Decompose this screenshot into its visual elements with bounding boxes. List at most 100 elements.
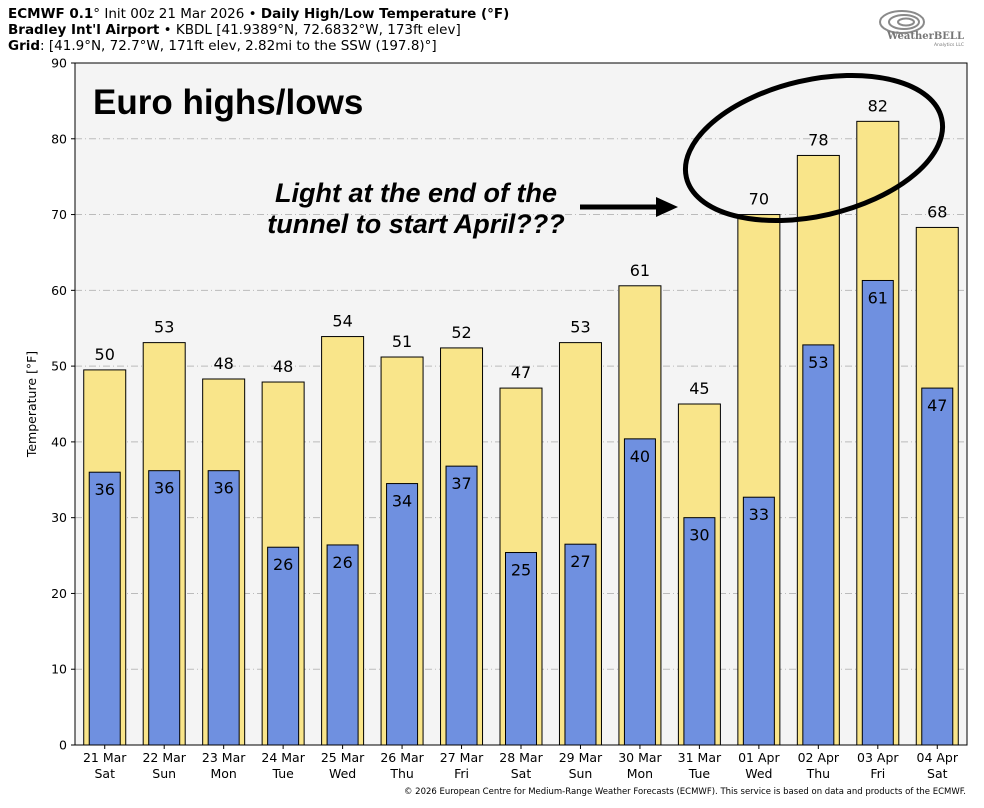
- header-line-1: ECMWF 0.1° Init 00z 21 Mar 2026 • Daily …: [8, 6, 509, 22]
- low-bar: [861, 279, 894, 746]
- low-bar: [386, 483, 419, 746]
- x-tick-date: 23 Mar: [202, 750, 246, 765]
- header-line-3: Grid: [41.9°N, 72.7°W, 171ft elev, 2.82m…: [8, 38, 437, 54]
- high-value-label: 70: [749, 190, 769, 209]
- station-name: Bradley Int'l Airport: [8, 22, 160, 38]
- x-tick-date: 26 Mar: [380, 750, 424, 765]
- model-name: ECMWF 0.1: [8, 6, 94, 22]
- high-value-label: 52: [451, 323, 471, 342]
- x-tick-day: Wed: [745, 766, 772, 781]
- high-value-label: 50: [95, 345, 115, 364]
- high-value-label: 47: [511, 363, 531, 382]
- low-value-label: 37: [451, 474, 471, 493]
- low-bar: [742, 496, 775, 746]
- y-tick-label: 90: [51, 56, 67, 71]
- low-value-label: 47: [927, 396, 947, 415]
- y-axis-label: Temperature [°F]: [24, 351, 39, 458]
- low-value-label: 26: [273, 555, 293, 574]
- low-value-label: 34: [392, 492, 412, 511]
- x-tick-date: 30 Mar: [618, 750, 662, 765]
- bars: [83, 120, 959, 746]
- x-tick-day: Sat: [927, 766, 948, 781]
- y-axis-ticks: 0 10 20 30 40 50 60 70 80 90: [51, 56, 75, 753]
- high-value-label: 78: [808, 130, 828, 149]
- x-tick-date: 03 Apr: [857, 750, 899, 765]
- y-tick-label: 50: [51, 359, 67, 374]
- station-info: • KBDL [41.9389°N, 72.6832°W, 173ft elev…: [159, 22, 461, 38]
- x-tick-day: Sat: [94, 766, 115, 781]
- x-tick-day: Mon: [210, 766, 236, 781]
- x-tick-day: Sat: [511, 766, 532, 781]
- high-value-label: 53: [570, 318, 590, 337]
- high-value-label: 51: [392, 332, 412, 351]
- x-tick-date: 01 Apr: [738, 750, 780, 765]
- y-tick-label: 0: [59, 738, 67, 753]
- low-bar: [505, 552, 537, 746]
- x-tick-day: Sun: [152, 766, 176, 781]
- high-value-label: 53: [154, 318, 174, 337]
- x-tick-date: 21 Mar: [83, 750, 127, 765]
- low-value-label: 40: [630, 447, 650, 466]
- low-value-label: 61: [868, 288, 888, 307]
- low-bar: [148, 470, 181, 746]
- low-bar: [683, 517, 716, 746]
- y-tick-label: 20: [51, 586, 67, 601]
- chart-annotation-title: Euro highs/lows: [93, 83, 363, 122]
- low-value-label: 36: [213, 479, 233, 498]
- x-tick-day: Mon: [627, 766, 653, 781]
- x-tick-date: 25 Mar: [321, 750, 365, 765]
- x-tick-day: Thu: [806, 766, 830, 781]
- x-tick-date: 02 Apr: [798, 750, 840, 765]
- model-degree: °: [93, 6, 101, 22]
- x-tick-date: 22 Mar: [142, 750, 186, 765]
- x-tick-day: Sun: [569, 766, 593, 781]
- high-value-label: 48: [273, 357, 293, 376]
- x-tick-date: 24 Mar: [261, 750, 305, 765]
- low-value-label: 30: [689, 526, 709, 545]
- x-tick-day: Wed: [329, 766, 356, 781]
- value-labels: 50 36 53 36 48 36 48 26 54 26 51 34 52 37 47 25 53 27 61 40…: [95, 96, 948, 579]
- low-value-label: 27: [570, 552, 590, 571]
- low-bar: [88, 471, 121, 746]
- grid-label: Grid: [8, 38, 41, 54]
- x-tick-date: 28 Mar: [499, 750, 543, 765]
- low-bar: [623, 438, 656, 746]
- low-value-label: 33: [749, 505, 769, 524]
- high-value-label: 54: [332, 312, 352, 331]
- x-tick-date: 31 Mar: [678, 750, 722, 765]
- copyright-footer: © 2026 European Centre for Medium-Range …: [403, 787, 966, 797]
- y-tick-label: 60: [51, 283, 67, 298]
- product-name: Daily High/Low Temperature (°F): [260, 6, 510, 22]
- y-tick-label: 10: [51, 662, 67, 677]
- low-bar: [921, 387, 954, 746]
- logo-swirl-icon: [879, 10, 925, 34]
- y-tick-label: 70: [51, 207, 67, 222]
- high-value-label: 45: [689, 379, 709, 398]
- low-value-label: 36: [154, 479, 174, 498]
- y-tick-label: 30: [51, 510, 67, 525]
- low-value-label: 36: [95, 480, 115, 499]
- annotation-arrow: [580, 197, 678, 217]
- low-value-label: 25: [511, 561, 531, 580]
- high-value-label: 48: [213, 354, 233, 373]
- low-bar: [326, 544, 359, 746]
- low-value-label: 53: [808, 353, 828, 372]
- annotation-note-line-1: Light at the end of the: [275, 178, 557, 208]
- high-value-label: 68: [927, 202, 947, 221]
- x-tick-date: 27 Mar: [440, 750, 484, 765]
- logo-text: WeatherBELL: [886, 31, 964, 42]
- x-tick-day: Thu: [389, 766, 413, 781]
- y-tick-label: 80: [51, 131, 67, 146]
- logo-subtext: Analytics LLC: [934, 42, 964, 48]
- y-tick-label: 40: [51, 434, 67, 449]
- init-time: Init 00z 21 Mar 2026 •: [100, 6, 261, 22]
- low-bar: [267, 546, 300, 746]
- low-bar: [207, 470, 240, 746]
- arrow-head: [656, 197, 678, 217]
- high-value-label: 61: [630, 261, 650, 280]
- x-tick-day: Tue: [688, 766, 711, 781]
- annotation-note-line-2: tunnel to start April???: [267, 209, 564, 239]
- low-bar: [802, 344, 835, 746]
